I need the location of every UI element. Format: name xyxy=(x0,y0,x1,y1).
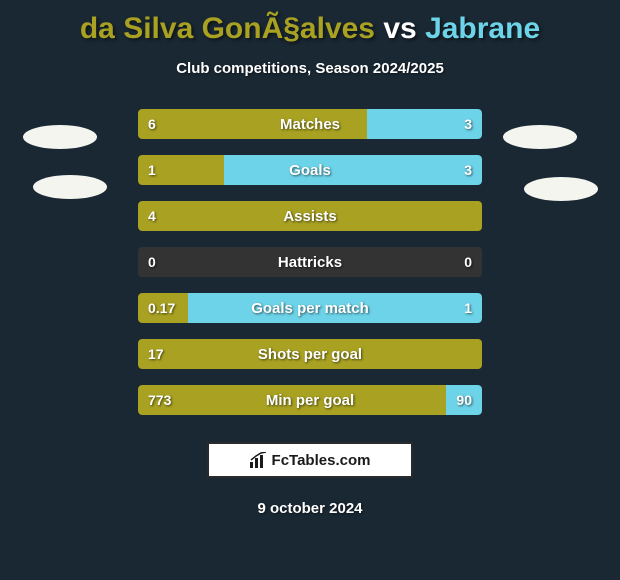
comparison-chart: Matches63Goals13Assists4Hattricks00Goals… xyxy=(0,109,620,415)
decorative-oval xyxy=(33,175,107,199)
stat-row: Shots per goal17 xyxy=(0,339,620,369)
subtitle: Club competitions, Season 2024/2025 xyxy=(0,60,620,77)
bar-player1 xyxy=(138,293,188,323)
decorative-oval xyxy=(23,125,97,149)
bar-player2 xyxy=(367,109,482,139)
decorative-oval xyxy=(503,125,577,149)
vs-text: vs xyxy=(383,12,416,45)
bar-background xyxy=(138,201,482,231)
bar-player1 xyxy=(138,109,367,139)
bar-player1 xyxy=(138,339,482,369)
player2-name: Jabrane xyxy=(425,12,540,45)
bar-background xyxy=(138,155,482,185)
bar-background xyxy=(138,339,482,369)
stat-row: Goals per match0.171 xyxy=(0,293,620,323)
date-text: 9 october 2024 xyxy=(257,500,362,517)
chart-icon xyxy=(250,452,268,468)
bar-player2 xyxy=(224,155,482,185)
bar-background xyxy=(138,385,482,415)
bar-player1 xyxy=(138,201,482,231)
fctables-logo: FcTables.com xyxy=(207,442,413,478)
stat-row: Hattricks00 xyxy=(0,247,620,277)
comparison-title: da Silva GonÃ§alves vs Jabrane xyxy=(0,0,620,46)
bar-player2 xyxy=(446,385,482,415)
stat-row: Assists4 xyxy=(0,201,620,231)
bar-player1 xyxy=(138,385,446,415)
logo-text: FcTables.com xyxy=(272,452,371,469)
bar-player1 xyxy=(138,155,224,185)
bar-background xyxy=(138,293,482,323)
stat-row: Min per goal77390 xyxy=(0,385,620,415)
bar-player2 xyxy=(188,293,482,323)
decorative-oval xyxy=(524,177,598,201)
bar-background xyxy=(138,247,482,277)
bar-background xyxy=(138,109,482,139)
player1-name: da Silva GonÃ§alves xyxy=(80,12,375,45)
